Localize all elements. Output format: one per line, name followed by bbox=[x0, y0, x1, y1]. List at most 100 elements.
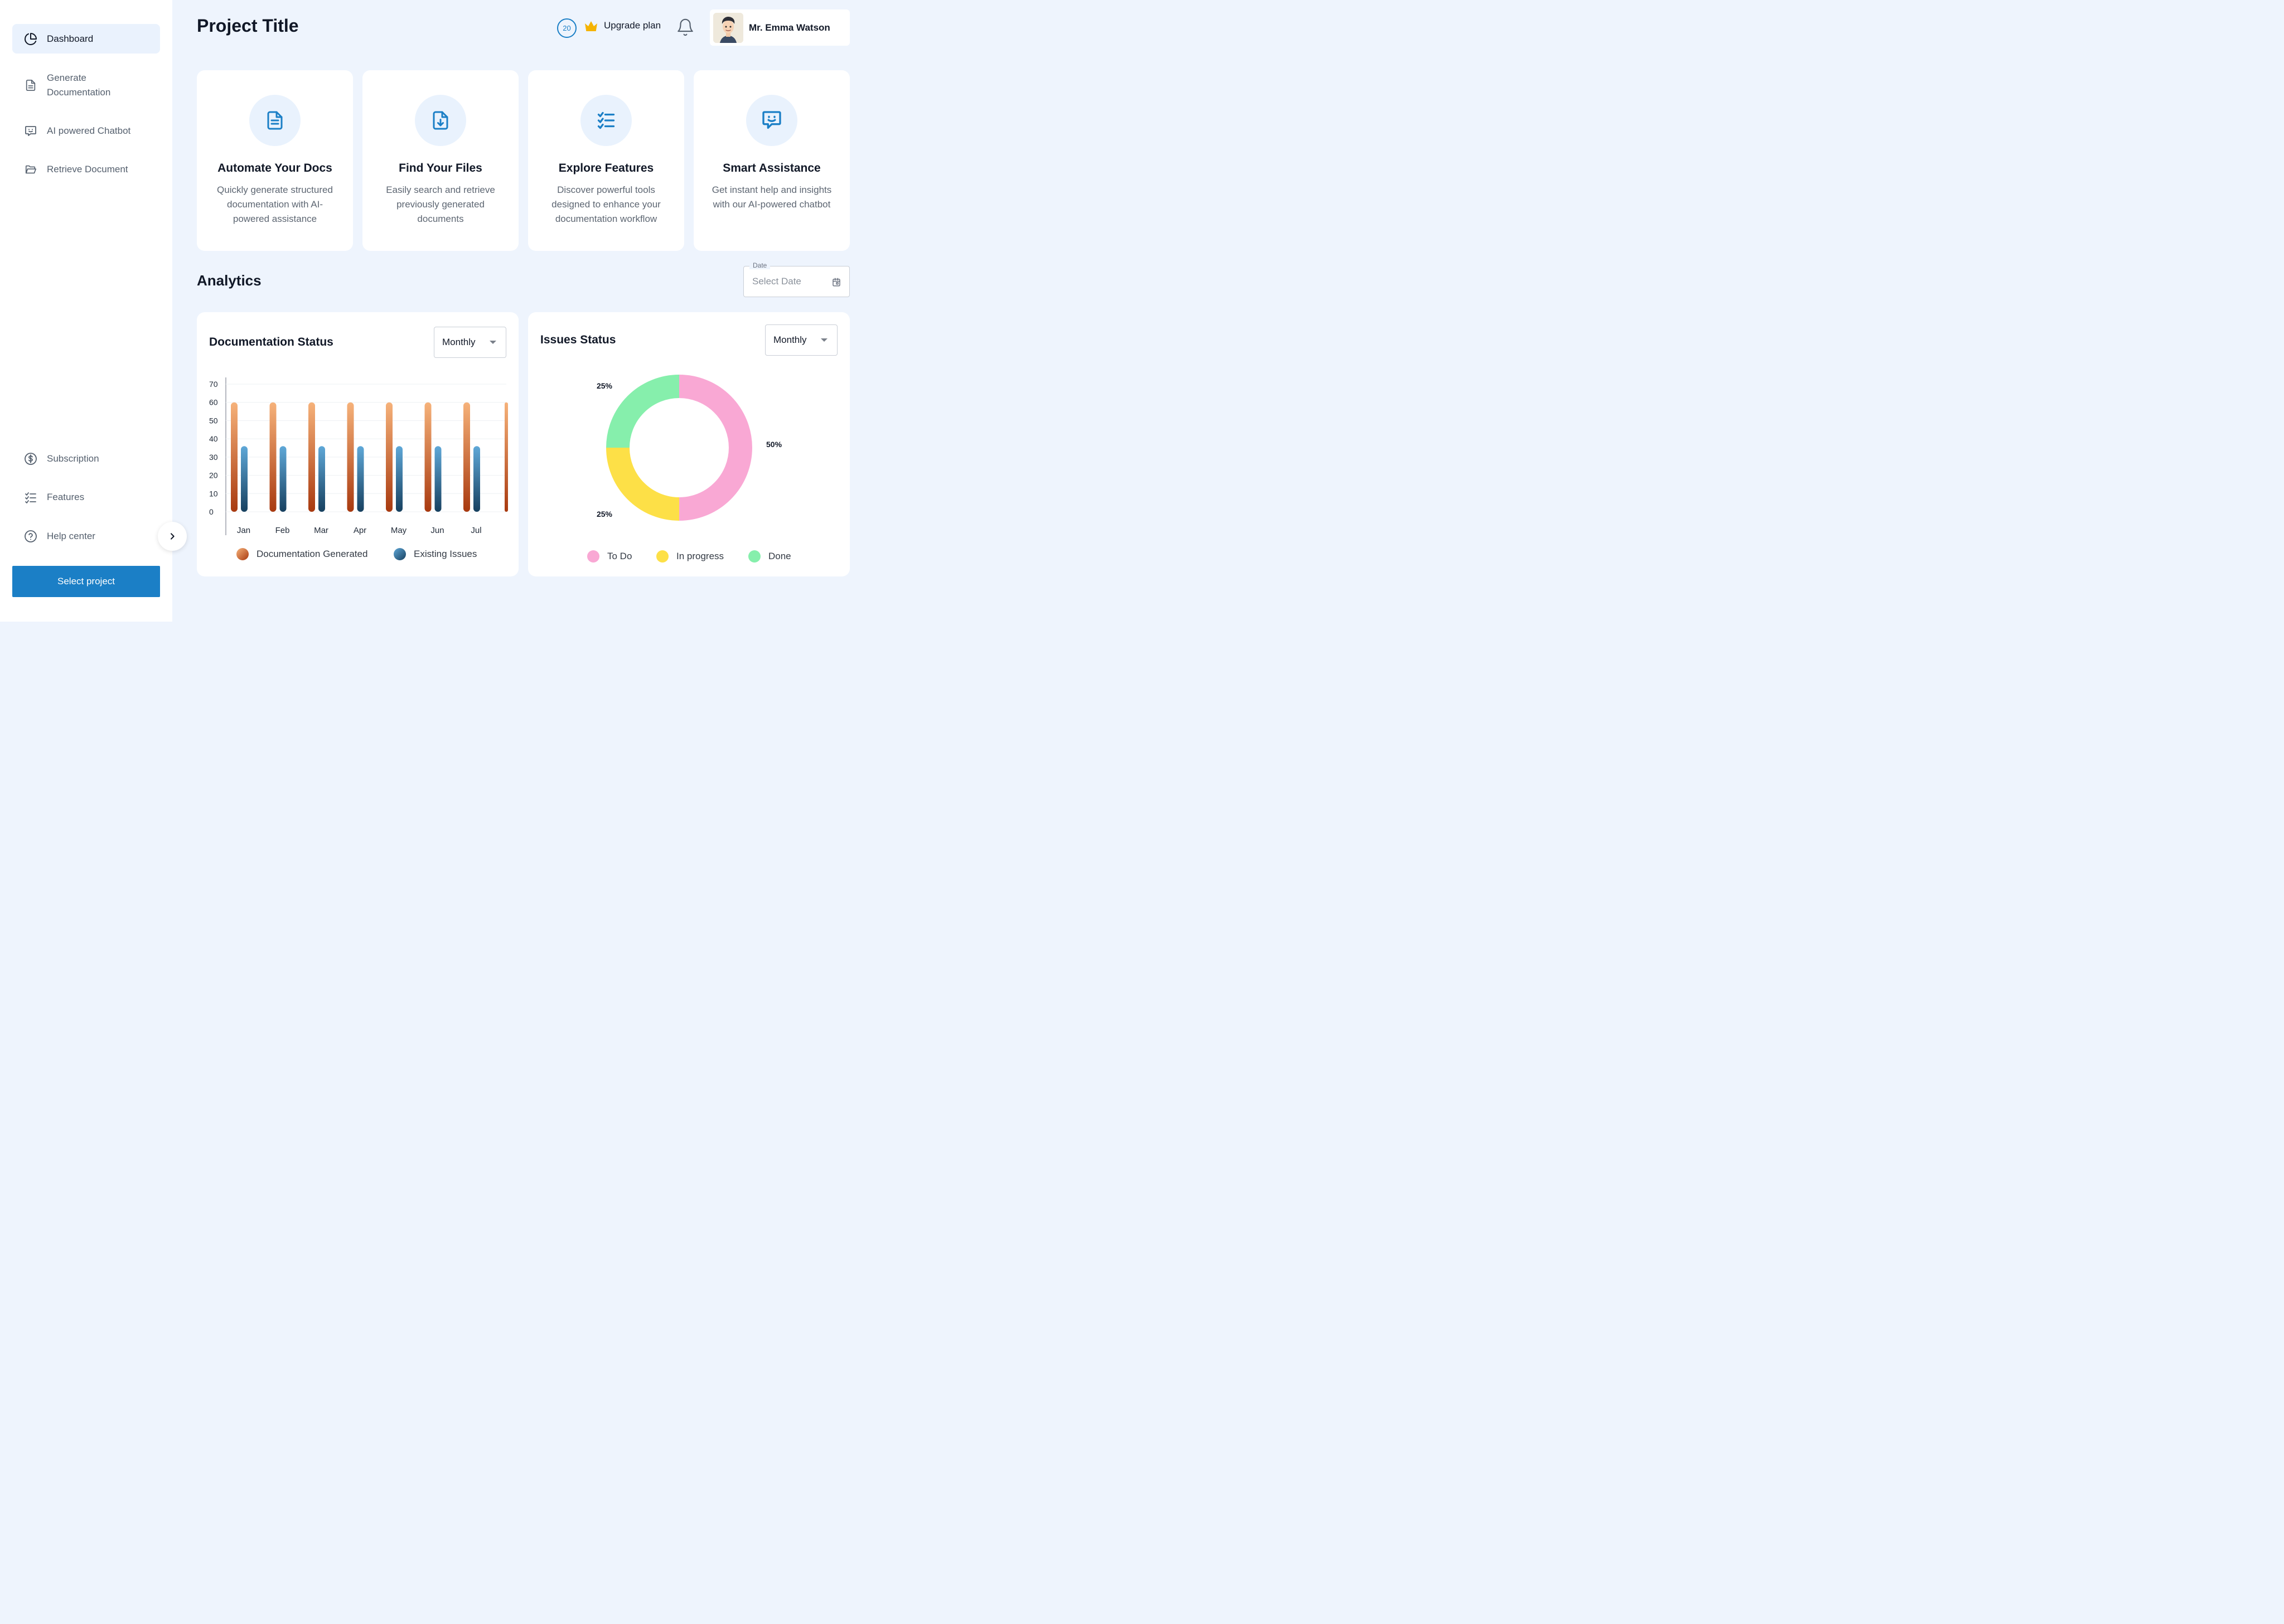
y-tick-label: 70 bbox=[209, 380, 218, 389]
card-description: Discover powerful tools designed to enha… bbox=[551, 185, 661, 224]
panel-title: Documentation Status bbox=[209, 336, 333, 348]
card-title: Explore Features bbox=[558, 162, 654, 174]
issues-status-panel: Issues Status Monthly 50% 25% 25% To Do In… bbox=[528, 312, 850, 576]
card-title: Find Your Files bbox=[399, 162, 482, 174]
x-tick-label: Feb bbox=[275, 526, 290, 535]
issues-period-dropdown[interactable]: Monthly bbox=[765, 324, 838, 356]
x-tick-label: Apr bbox=[354, 526, 366, 535]
folder-open-icon bbox=[23, 162, 38, 177]
legend-swatch bbox=[394, 548, 406, 560]
sidebar-item-ai-chatbot[interactable]: AI powered Chatbot bbox=[12, 124, 160, 138]
sidebar-item-retrieve-document[interactable]: Retrieve Document bbox=[12, 162, 160, 177]
bar-documentation-generated bbox=[308, 402, 315, 512]
bar-existing-issues bbox=[357, 446, 364, 512]
card-title: Automate Your Docs bbox=[217, 162, 332, 174]
legend-in-progress: In progress bbox=[656, 550, 724, 563]
bar-overflow bbox=[505, 402, 508, 512]
y-tick-label: 30 bbox=[209, 453, 218, 462]
sidebar-item-label: Subscription bbox=[47, 453, 99, 464]
legend-swatch bbox=[236, 548, 249, 560]
sidebar-item-help-center[interactable]: Help center bbox=[12, 529, 160, 544]
notifications-button[interactable] bbox=[676, 18, 695, 37]
x-tick-label: Jul bbox=[471, 526, 481, 535]
y-tick-label: 40 bbox=[209, 434, 218, 443]
card-description: Easily search and retrieve previously ge… bbox=[386, 185, 495, 224]
panel-title: Issues Status bbox=[540, 333, 616, 346]
calendar-icon bbox=[833, 278, 840, 287]
feature-card-automate-docs[interactable]: Automate Your Docs Quickly generate stru… bbox=[197, 70, 353, 251]
card-description: Quickly generate structured documentatio… bbox=[217, 185, 333, 224]
documentation-status-panel: Documentation Status Monthly 0 10 20 30 40 50… bbox=[197, 312, 519, 576]
legend-swatch bbox=[587, 550, 599, 563]
analytics-title: Analytics bbox=[197, 272, 262, 289]
sidebar-item-label: Generate Documentation bbox=[47, 72, 111, 98]
crown-icon bbox=[585, 21, 597, 31]
x-tick-label: Jun bbox=[430, 526, 444, 535]
y-tick-label: 10 bbox=[209, 489, 218, 498]
legend-swatch bbox=[748, 550, 761, 563]
x-tick-label: May bbox=[391, 526, 407, 535]
feature-card-smart-assistance[interactable]: Smart Assistance Get instant help and in… bbox=[694, 70, 850, 251]
bar-existing-issues bbox=[396, 446, 403, 512]
y-tick-label: 20 bbox=[209, 471, 218, 480]
card-description: Get instant help and insights with our A… bbox=[712, 185, 832, 210]
bar-existing-issues bbox=[318, 446, 325, 512]
file-download-icon bbox=[415, 95, 466, 146]
document-icon bbox=[23, 78, 38, 93]
doc-period-dropdown[interactable]: Monthly bbox=[434, 327, 506, 358]
bar-documentation-generated bbox=[231, 402, 238, 512]
bell-icon bbox=[678, 18, 693, 36]
date-placeholder: Select Date bbox=[752, 276, 801, 287]
feature-card-find-files[interactable]: Find Your Files Easily search and retrie… bbox=[362, 70, 519, 251]
bar-existing-issues bbox=[473, 446, 480, 512]
user-name: Mr. Emma Watson bbox=[749, 22, 830, 33]
select-project-button[interactable]: Select project bbox=[12, 566, 160, 597]
legend-documentation-generated: Documentation Generated bbox=[236, 548, 367, 560]
document-icon bbox=[249, 95, 301, 146]
legend-existing-issues: Existing Issues bbox=[394, 548, 477, 560]
legend-label: In progress bbox=[676, 551, 724, 561]
slice-value-label: 25% bbox=[597, 510, 613, 518]
sidebar-item-generate-documentation[interactable]: Generate Documentation bbox=[12, 70, 160, 100]
donut-slice-to-do bbox=[679, 375, 752, 521]
legend-label: Documentation Generated bbox=[257, 549, 368, 559]
x-tick-label: Jan bbox=[237, 526, 250, 535]
sidebar-item-subscription[interactable]: Subscription bbox=[12, 452, 160, 466]
bar-existing-issues bbox=[241, 446, 248, 512]
avatar bbox=[713, 12, 743, 43]
checklist-icon bbox=[23, 490, 38, 505]
bar-documentation-generated bbox=[463, 402, 470, 512]
user-profile[interactable]: Mr. Emma Watson bbox=[710, 9, 850, 46]
issues-donut-chart: 50% 25% 25% bbox=[597, 375, 782, 521]
slice-value-label: 50% bbox=[766, 440, 782, 449]
x-tick-label: Mar bbox=[314, 526, 328, 535]
sidebar-item-label: Help center bbox=[47, 531, 95, 541]
sidebar-item-label: Retrieve Document bbox=[47, 164, 128, 174]
sidebar-item-dashboard[interactable]: Dashboard bbox=[12, 24, 160, 54]
pie-chart-icon bbox=[23, 32, 38, 46]
feature-card-explore-features[interactable]: Explore Features Discover powerful tools… bbox=[528, 70, 684, 251]
donut-slice-in-progress bbox=[606, 447, 680, 521]
credits-badge: 20 bbox=[557, 18, 577, 38]
upgrade-plan-button[interactable]: Upgrade plan bbox=[584, 20, 661, 32]
legend-label: Done bbox=[768, 551, 791, 561]
documentation-bar-chart: 0 10 20 30 40 50 60 70 Jan Feb Mar Apr May Jun Jul bbox=[209, 377, 508, 535]
donut-slice-done bbox=[606, 375, 680, 448]
collapse-sidebar-button[interactable] bbox=[158, 522, 187, 551]
chevron-down-icon bbox=[490, 341, 496, 344]
legend-to-do: To Do bbox=[587, 550, 632, 563]
legend-label: To Do bbox=[607, 551, 632, 561]
bar-documentation-generated bbox=[386, 402, 393, 512]
checklist-icon bbox=[580, 95, 632, 146]
date-label: Date bbox=[749, 261, 771, 269]
upgrade-plan-label: Upgrade plan bbox=[604, 20, 661, 31]
sidebar-item-label: Dashboard bbox=[47, 33, 94, 44]
date-picker[interactable]: Date Select Date bbox=[743, 261, 850, 297]
dollar-circle-icon bbox=[23, 452, 38, 466]
slice-value-label: 25% bbox=[597, 381, 613, 390]
chat-smile-icon bbox=[23, 124, 38, 138]
sidebar-item-features[interactable]: Features bbox=[12, 490, 160, 505]
bar-documentation-generated bbox=[424, 402, 432, 512]
chevron-right-icon bbox=[171, 533, 175, 540]
sidebar: Dashboard Generate Documentation AI powe… bbox=[0, 0, 172, 622]
